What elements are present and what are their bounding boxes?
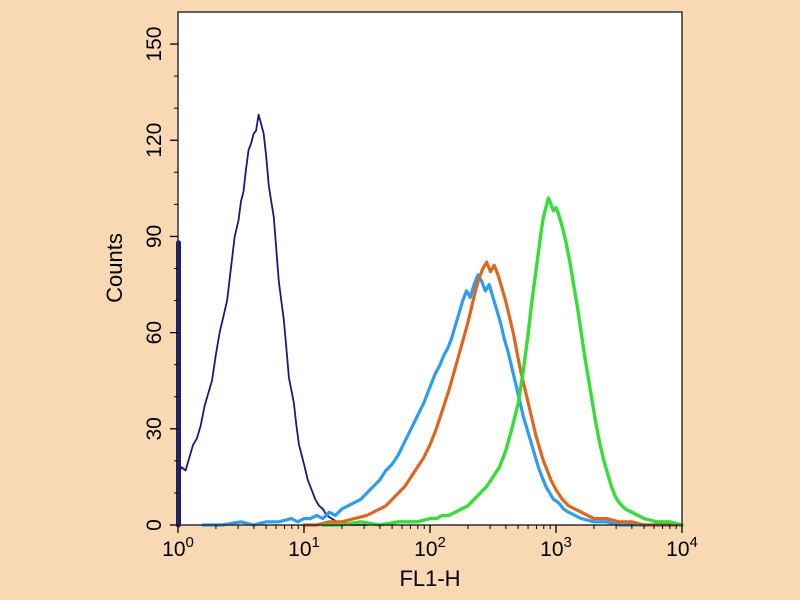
y-tick-label: 0 — [143, 519, 166, 531]
x-tick-label: 100 — [162, 534, 194, 561]
histogram-curve-blue-sample — [201, 273, 672, 527]
y-axis-label: Counts — [102, 233, 127, 303]
histogram-curve-green-sample — [321, 196, 684, 527]
y-tick-label: 150 — [143, 27, 166, 62]
x-tick-label: 103 — [540, 534, 572, 561]
histogram-curve-navy-control — [177, 113, 368, 526]
axes-layer: 100 101 102 103 104 0 30 60 90 120 150 — [143, 27, 698, 561]
histogram-curve-orange-sample — [302, 260, 684, 527]
y-tick-label: 90 — [143, 225, 166, 248]
x-tick-label: 104 — [666, 534, 698, 561]
y-tick-label: 60 — [143, 321, 166, 344]
x-tick-label: 101 — [288, 534, 320, 561]
y-tick-label: 30 — [143, 417, 166, 440]
x-axis-label: FL1-H — [399, 566, 460, 591]
x-tick-label: 102 — [414, 534, 446, 561]
y-tick-label: 120 — [143, 123, 166, 158]
